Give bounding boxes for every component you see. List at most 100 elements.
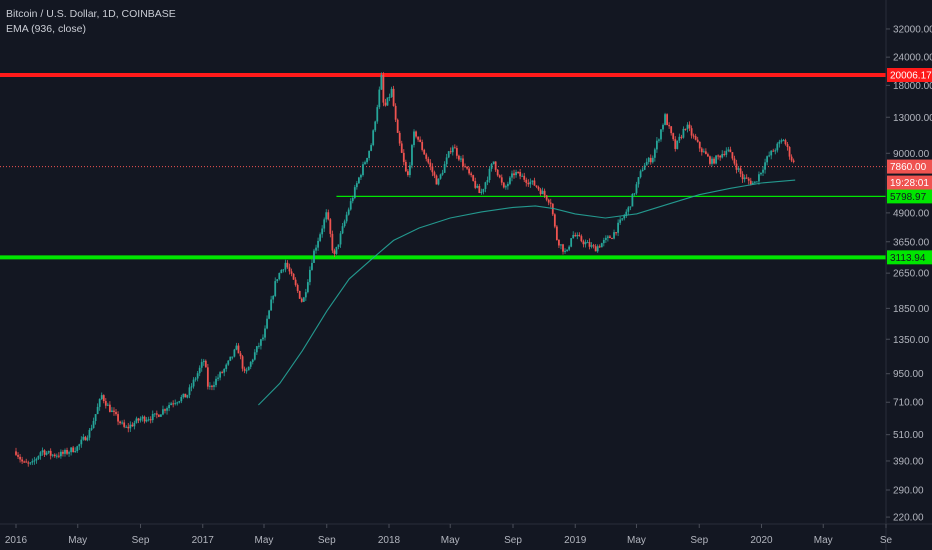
candle-body — [198, 367, 201, 374]
candle-body — [241, 356, 244, 369]
candle-body — [398, 132, 401, 144]
candle-body — [115, 411, 117, 415]
candle-body — [186, 395, 189, 398]
candle-body — [23, 461, 26, 463]
candle-body — [413, 131, 415, 146]
candle-body — [631, 193, 634, 207]
candle-body — [15, 451, 17, 455]
candle-body — [588, 242, 591, 247]
candle-body — [602, 239, 605, 244]
candle-body — [47, 450, 50, 453]
x-tick-label: Sep — [690, 535, 708, 546]
candle-body — [568, 246, 571, 250]
candle-body — [476, 185, 479, 188]
candle-body — [668, 125, 671, 127]
candle-body — [145, 419, 148, 422]
candle-body — [498, 175, 501, 178]
candle-body — [300, 298, 303, 302]
candle-body — [68, 452, 70, 454]
candle-body — [206, 367, 209, 387]
y-tick-label: 1850.00 — [893, 304, 930, 315]
candle-body — [547, 199, 550, 203]
candle-body — [70, 447, 73, 453]
candle-body — [698, 141, 701, 149]
candle-body — [174, 403, 177, 405]
candle-body — [51, 454, 54, 456]
candle-body — [711, 158, 713, 164]
candle-body — [745, 177, 748, 179]
candle-body — [704, 151, 707, 155]
candle-body — [764, 162, 766, 170]
y-tick-label: 510.00 — [893, 430, 924, 441]
candle-body — [347, 209, 350, 215]
candle-body — [364, 162, 366, 165]
candle-body — [566, 249, 568, 251]
resistance-badge: 20006.17 — [890, 70, 932, 81]
candle-body — [472, 175, 475, 181]
candle-body — [433, 172, 436, 176]
candle-body — [157, 414, 160, 417]
candle-body — [209, 385, 211, 387]
candle-body — [125, 426, 128, 428]
candle-body — [221, 372, 224, 374]
y-tick-label: 220.00 — [893, 513, 924, 524]
candle-body — [321, 228, 324, 235]
ema-layer — [258, 179, 796, 406]
candle-body — [776, 143, 779, 151]
candle-body — [611, 238, 613, 240]
candle-body — [682, 128, 685, 138]
candle-body — [37, 456, 40, 459]
candle-body — [239, 353, 242, 357]
y-tick-label: 24000.00 — [893, 53, 932, 64]
candle-body — [500, 177, 503, 183]
candle-body — [702, 151, 705, 153]
y-tick-label: 710.00 — [893, 398, 924, 409]
candle-body — [519, 171, 522, 177]
x-tick-label: 2016 — [5, 535, 28, 546]
candle-body — [743, 177, 746, 180]
x-tick-label: Se — [880, 535, 893, 546]
candle-body — [268, 310, 270, 319]
candle-body — [90, 428, 93, 430]
candle-body — [217, 377, 219, 379]
candle-body — [721, 153, 724, 158]
x-tick-label: May — [68, 535, 87, 546]
x-tick-label: May — [255, 535, 274, 546]
candle-body — [580, 236, 583, 242]
horizontal-levels — [0, 72, 886, 260]
candle-body — [388, 96, 391, 98]
candle-body — [666, 114, 668, 126]
candle-body — [590, 245, 593, 247]
candle-body — [72, 447, 75, 453]
candle-body — [709, 156, 711, 164]
candle-body — [468, 168, 471, 174]
price-axis: 32000.00 24000.00 18000.00 13000.00 9000.00 4… — [885, 0, 932, 550]
candle-body — [466, 166, 468, 169]
candle-body — [633, 193, 636, 195]
candle-body — [147, 419, 150, 421]
candle-body — [527, 182, 530, 185]
candle-body — [733, 158, 736, 164]
candle-body — [690, 128, 693, 136]
candle-body — [480, 191, 483, 194]
candle-body — [651, 157, 654, 163]
candle-body — [249, 361, 252, 367]
candle-body — [731, 152, 734, 159]
candle-body — [49, 450, 52, 456]
candle-body — [292, 273, 295, 280]
candle-body — [325, 212, 328, 220]
x-tick-label: May — [814, 535, 833, 546]
candle-body — [535, 185, 538, 187]
x-tick-label: 2017 — [192, 535, 215, 546]
candle-body — [409, 165, 411, 175]
candle-body — [558, 239, 560, 246]
support-badge: 3113.94 — [890, 253, 926, 264]
candle-body — [625, 211, 628, 216]
candle-body — [729, 149, 732, 153]
candle-body — [153, 413, 156, 415]
candle-body — [225, 364, 228, 369]
support-badge-bg — [887, 250, 932, 265]
candle-body — [247, 366, 250, 371]
